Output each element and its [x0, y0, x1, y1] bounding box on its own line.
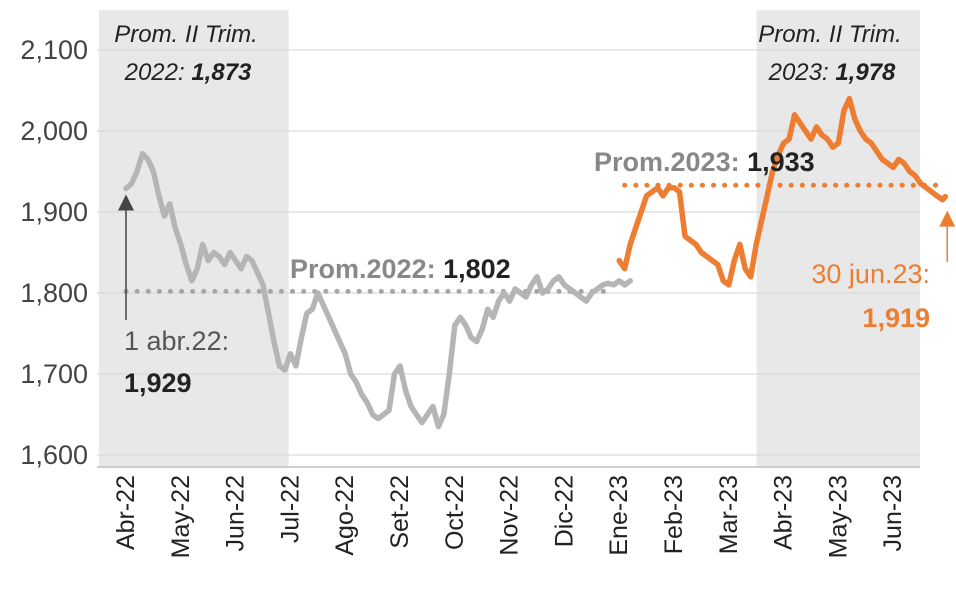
x-tick-label: Abr-22 [112, 475, 140, 550]
avg-2022-label: Prom.2022: 1,802 [290, 254, 511, 284]
shade-1-label-line2: 2022: 1,873 [124, 59, 252, 86]
x-tick-label: May-23 [824, 475, 852, 558]
y-tick-label: 2,000 [20, 116, 88, 146]
annotation-end-date: 30 jun.23: [811, 259, 930, 289]
x-tick-label: Oct-22 [441, 475, 469, 550]
avg-2023-label-text: Prom.2023: [594, 147, 740, 177]
avg-2022-label-text: Prom.2022: [290, 254, 436, 284]
annotation-start-date: 1 abr.22: [124, 326, 229, 356]
x-tick-label: Jun-23 [879, 475, 907, 551]
y-tick-label: 1,600 [20, 440, 88, 470]
shade-1-label-line1: Prom. II Trim. [114, 21, 258, 48]
y-tick-label: 1,700 [20, 359, 88, 389]
annotation-start-value: 1,929 [124, 368, 192, 398]
x-tick-label: Set-22 [386, 475, 414, 549]
shaded-period-1 [99, 10, 289, 467]
series-line-2 [616, 95, 949, 288]
x-tick-label: May-22 [167, 475, 195, 558]
start-arrow-head [118, 194, 134, 211]
annotation-end-value: 1,919 [862, 303, 930, 333]
x-tick-label: Dic-22 [550, 475, 578, 547]
end-arrow-head [939, 210, 956, 227]
shaded-period-2 [756, 10, 920, 467]
y-tick-label: 1,800 [20, 278, 88, 308]
y-tick-label: 1,900 [20, 197, 88, 227]
x-tick-label: Jul-22 [276, 475, 304, 543]
shade-1-label-year: 2022: [124, 59, 185, 86]
shade-1-label-value: 1,873 [191, 59, 252, 86]
y-tick-label: 2,100 [20, 35, 88, 65]
avg-2023-value: 1,933 [747, 147, 815, 177]
x-tick-label: Feb-23 [660, 475, 688, 554]
x-tick-label: Nov-22 [496, 475, 524, 556]
avg-2023-label: Prom.2023: 1,933 [594, 147, 815, 177]
x-tick-label: Mar-23 [715, 475, 743, 554]
shade-2-label-line1: Prom. II Trim. [758, 21, 902, 48]
shade-2-label-year: 2023: [768, 59, 829, 86]
shade-2-label-value: 1,978 [835, 59, 896, 86]
x-tick-label: Ene-23 [605, 475, 633, 556]
series-line-1 [123, 150, 633, 430]
x-tick-label: Jun-22 [222, 475, 250, 551]
x-tick-label: Abr-23 [770, 475, 798, 550]
shade-2-label-line2: 2023: 1,978 [768, 59, 896, 86]
x-tick-label: Ago-22 [331, 475, 359, 556]
avg-2022-value: 1,802 [443, 254, 511, 284]
